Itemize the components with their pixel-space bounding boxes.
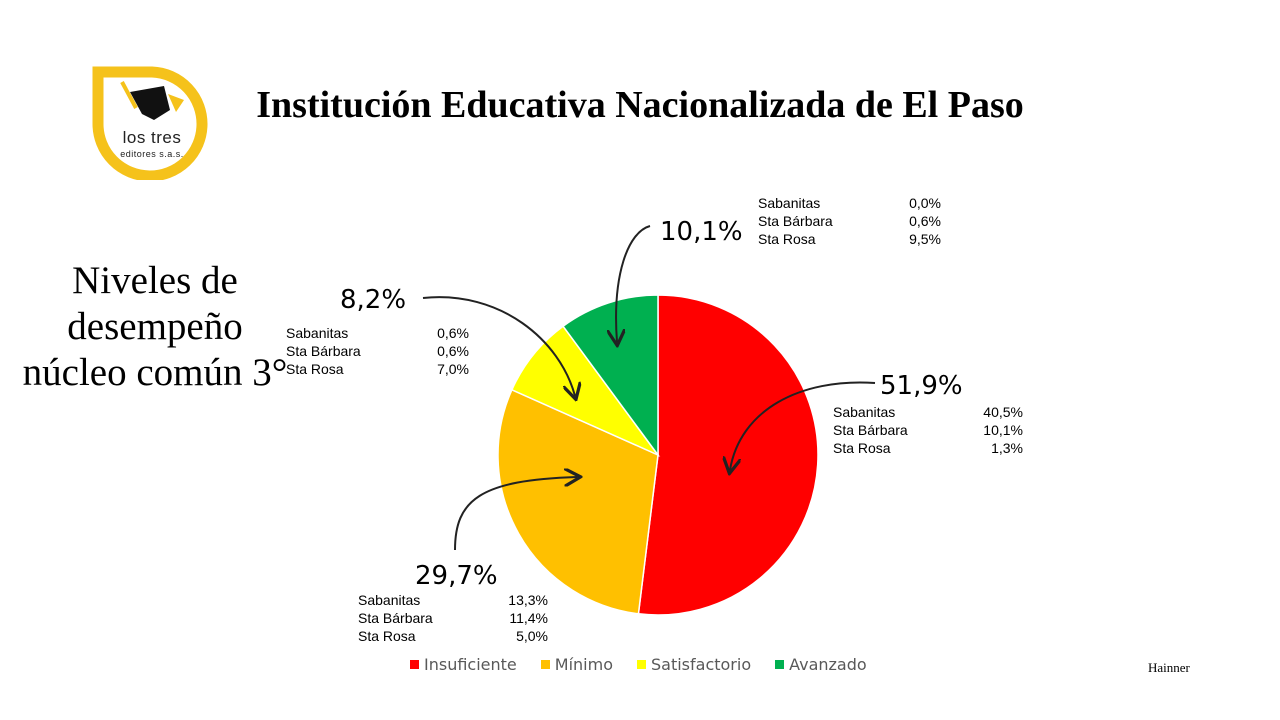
- legend-swatch: [775, 660, 785, 669]
- breakdown-name: Sta Bárbara: [833, 422, 908, 438]
- legend-swatch: [636, 660, 646, 669]
- breakdown-name: Sta Bárbara: [286, 343, 361, 359]
- breakdown-name: Sta Bárbara: [358, 610, 433, 626]
- pie-slices: [497, 294, 819, 616]
- logo-text: los tres: [122, 128, 182, 147]
- breakdown-name: Sta Rosa: [833, 440, 891, 456]
- pie-slice-minimo: [497, 388, 659, 615]
- data-label: 51,9%: [880, 371, 963, 401]
- arrow-satisfactorio: [422, 296, 575, 396]
- chart-subtitle: Niveles de desempeño núcleo común 3°: [22, 259, 288, 394]
- arrow-minimo: [454, 477, 577, 551]
- legend-label: Avanzado: [789, 655, 867, 674]
- callout-avanzado: 10,1% Sabanitas 0,0% Sta Bárbara 0,6% Sta Ros…: [660, 195, 941, 247]
- breakdown-name: Sta Rosa: [286, 361, 344, 377]
- breakdown-value: 0,0%: [909, 195, 941, 211]
- breakdown-name: Sabanitas: [758, 195, 820, 211]
- author-credit: Hainner: [1148, 660, 1190, 675]
- breakdown-name: Sabanitas: [358, 592, 420, 608]
- breakdown-name: Sta Rosa: [758, 231, 816, 247]
- breakdown-value: 0,6%: [437, 343, 469, 359]
- breakdown-value: 1,3%: [991, 440, 1023, 456]
- breakdown-name: Sta Rosa: [358, 628, 416, 644]
- callout-minimo: 29,7%Sabanitas 13,3% Sta Bárbara 11,4% Sta R…: [358, 561, 548, 644]
- legend: Insuficiente Mínimo Satisfactorio Avanzado: [410, 655, 867, 674]
- pie-slice-insuficiente: [637, 294, 819, 616]
- callout-arrows: [422, 225, 876, 551]
- breakdown-name: Sabanitas: [833, 404, 895, 420]
- breakdown-value: 11,4%: [509, 610, 548, 626]
- breakdown-value: 40,5%: [983, 404, 1023, 420]
- legend-item-insuficiente: Insuficiente: [410, 655, 517, 674]
- data-label: 8,2%: [340, 285, 406, 315]
- legend-item-satisfactorio: Satisfactorio: [636, 655, 752, 674]
- legend-swatch: [410, 660, 419, 669]
- data-label: 29,7%: [415, 561, 498, 591]
- callouts: 51,9% Sabanitas 40,5% Sta Bárbara 10,1% Sta R…: [286, 195, 1023, 644]
- logo-subtext: editores s.a.s.: [120, 149, 184, 159]
- callout-satisfactorio: 8,2% Sabanitas 0,6% Sta Bárbara 0,6% Sta Rosa…: [286, 285, 469, 377]
- pie-slice-avanzado: [562, 294, 659, 458]
- breakdown-value: 13,3%: [508, 592, 548, 608]
- breakdown-name: Sabanitas: [286, 325, 348, 341]
- page-title: Institución Educativa Nacionalizada de E…: [256, 84, 1024, 126]
- breakdown-value: 7,0%: [437, 361, 469, 377]
- legend-label: Insuficiente: [424, 655, 517, 674]
- breakdown-value: 0,6%: [437, 325, 469, 341]
- breakdown-value: 10,1%: [983, 422, 1023, 438]
- arrow-insuficiente: [730, 381, 876, 470]
- legend-swatch: [540, 660, 550, 669]
- breakdown-name: Sta Bárbara: [758, 213, 833, 229]
- legend-label: Satisfactorio: [650, 655, 752, 674]
- callout-insuficiente: 51,9% Sabanitas 40,5% Sta Bárbara 10,1% Sta R…: [833, 371, 1023, 456]
- breakdown-value: 0,6%: [909, 213, 941, 229]
- breakdown-value: 5,0%: [516, 628, 548, 644]
- legend-item-minimo: Mínimo: [540, 655, 613, 674]
- data-label: 10,1%: [660, 217, 743, 247]
- breakdown-value: 9,5%: [909, 231, 941, 247]
- legend-item-avanzado: Avanzado: [775, 655, 867, 674]
- legend-label: Mínimo: [554, 655, 613, 674]
- arrow-avanzado: [616, 225, 651, 342]
- logo-mark: [92, 66, 208, 182]
- logo: los tres editores s.a.s.: [92, 64, 212, 182]
